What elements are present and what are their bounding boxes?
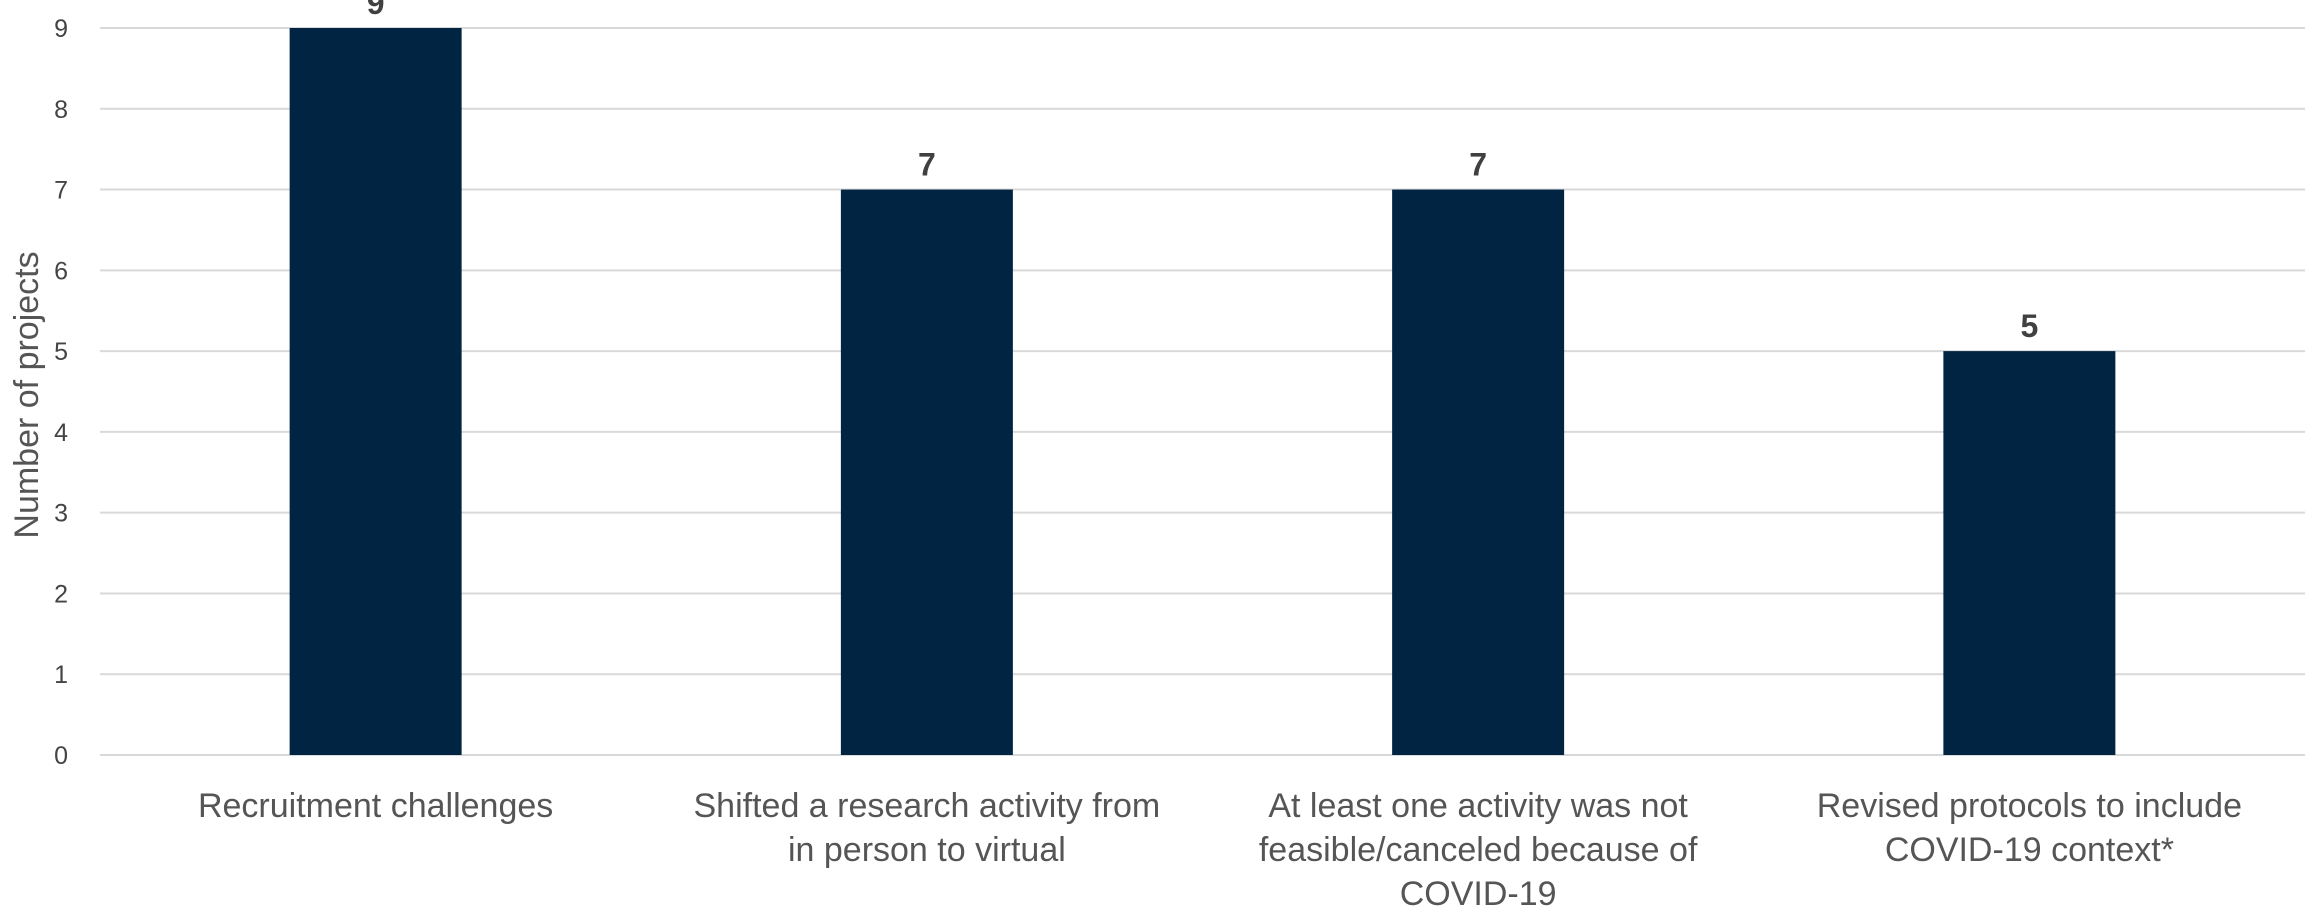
x-axis-categories: Recruitment challenges Shifted a research… (198, 787, 2242, 912)
y-tick-label: 1 (54, 661, 68, 689)
x-tick-label: COVID-19 context* (1885, 831, 2174, 869)
x-tick-label: Recruitment challenges (198, 787, 553, 825)
x-tick-label: At least one activity was not (1268, 787, 1688, 825)
y-tick-label: 6 (54, 257, 68, 285)
gridlines (100, 27, 2305, 756)
y-tick-label: 0 (54, 742, 68, 770)
data-label: 7 (1469, 147, 1487, 183)
x-tick-label: Shifted a research activity from (694, 787, 1161, 825)
y-axis-ticks: 0 1 2 3 4 5 6 7 8 9 (54, 15, 68, 770)
data-labels: 9 7 7 5 (367, 0, 2039, 344)
bar (289, 28, 462, 755)
bar (1943, 351, 2116, 755)
y-tick-label: 4 (54, 419, 68, 447)
x-tick-label: feasible/canceled because of (1259, 831, 1698, 869)
data-label: 9 (367, 0, 385, 21)
bar (840, 189, 1013, 756)
y-tick-label: 3 (54, 500, 68, 528)
data-label: 5 (2020, 308, 2038, 344)
bar (1392, 189, 1565, 756)
x-tick-label: in person to virtual (788, 831, 1066, 869)
y-tick-label: 7 (54, 177, 68, 205)
bars (289, 28, 2116, 756)
y-axis-label: Number of projects (8, 251, 46, 538)
x-tick-label: Revised protocols to include (1817, 787, 2242, 825)
x-tick-label: COVID-19 (1400, 875, 1557, 912)
y-tick-label: 2 (54, 580, 68, 608)
y-tick-label: 9 (54, 15, 68, 43)
y-tick-label: 8 (54, 96, 68, 124)
data-label: 7 (918, 147, 936, 183)
y-tick-label: 5 (54, 338, 68, 366)
